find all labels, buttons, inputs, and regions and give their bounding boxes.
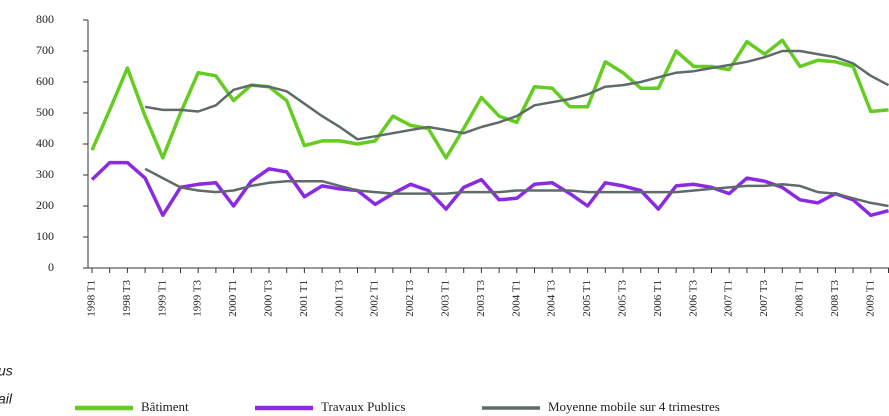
- x-tick-label: 2002 T1: [369, 280, 381, 317]
- x-tick-label: 2008 T1: [794, 280, 806, 317]
- x-tick-label: 2000 T1: [227, 280, 239, 317]
- y-tick-label: 600: [36, 74, 54, 88]
- x-tick-label: 2007 T3: [758, 280, 770, 317]
- y-tick-label: 300: [36, 167, 54, 181]
- x-tick-label: 2009 T1: [864, 280, 876, 317]
- x-tick-label: 1999 T3: [192, 280, 204, 317]
- annotation: ail: [0, 391, 13, 407]
- series-line: [144, 167, 889, 208]
- legend-label: Moyenne mobile sur 4 trimestres: [548, 399, 720, 414]
- y-tick-label: 700: [36, 43, 54, 57]
- x-tick-label: 2003 T1: [440, 280, 452, 317]
- x-tick-label: 2003 T3: [475, 280, 487, 317]
- x-tick-label: 2006 T1: [652, 280, 664, 317]
- x-tick-label: 2004 T1: [510, 280, 522, 317]
- x-tick-label: 2004 T3: [546, 280, 558, 317]
- y-tick-label: 500: [36, 105, 54, 119]
- x-tick-label: 2006 T3: [687, 280, 699, 317]
- y-tick-label: 100: [36, 229, 54, 243]
- x-tick-label: 2001 T3: [333, 280, 345, 317]
- x-tick-label: 1998 T1: [86, 280, 98, 317]
- x-tick-label: 1999 T1: [156, 280, 168, 317]
- x-tick-label: 2002 T3: [404, 280, 416, 317]
- y-tick-label: 200: [36, 198, 54, 212]
- x-tick-label: 2007 T1: [723, 280, 735, 317]
- legend-label: Travaux Publics: [321, 399, 405, 414]
- series-line: [90, 160, 889, 218]
- legend-label: Bâtiment: [141, 399, 189, 414]
- series-line: [90, 38, 889, 160]
- y-tick-label: 800: [36, 12, 54, 26]
- x-tick-label: 1998 T3: [121, 280, 133, 317]
- x-tick-label: 2005 T3: [617, 280, 629, 317]
- x-tick-label: 2001 T1: [298, 280, 310, 317]
- annotation: us: [0, 363, 13, 379]
- x-tick-label: 2008 T3: [829, 280, 841, 317]
- x-tick-label: 2005 T1: [581, 280, 593, 317]
- y-tick-label: 400: [36, 136, 54, 150]
- x-tick-label: 2000 T3: [263, 280, 275, 317]
- series-line: [144, 49, 889, 141]
- y-tick-label: 0: [48, 260, 54, 274]
